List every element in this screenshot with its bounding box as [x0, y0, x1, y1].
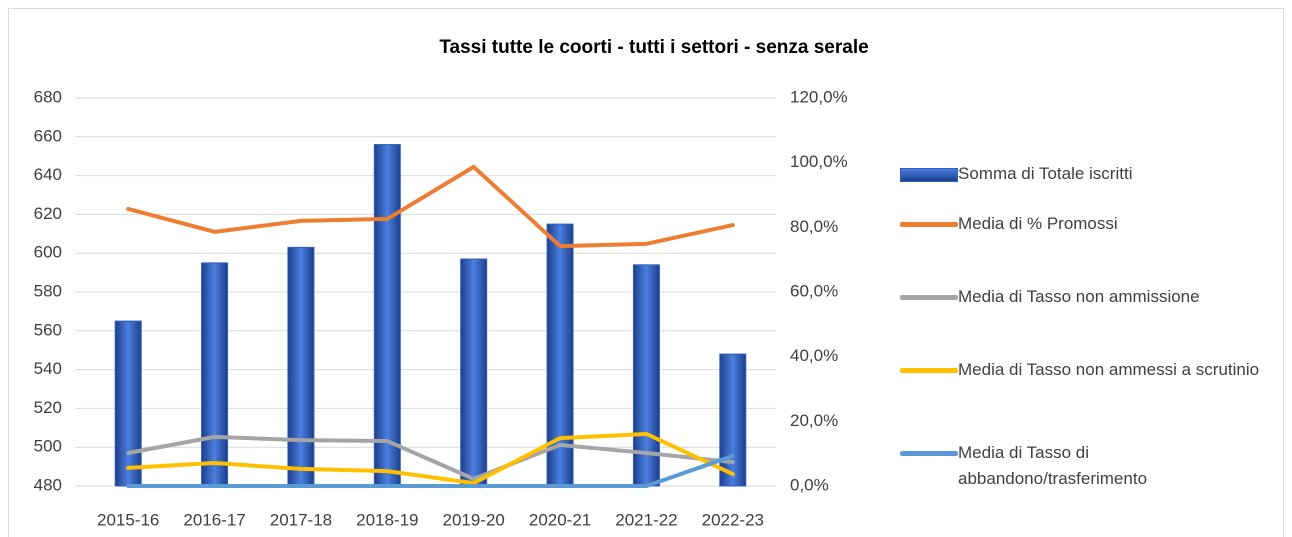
legend-label: Media di Tasso non ammessi a scrutinio [958, 360, 1260, 379]
y2-tick-label: 80,0% [790, 217, 838, 236]
line [126, 164, 735, 249]
y-tick-label: 620 [34, 204, 62, 223]
bar [460, 258, 488, 487]
y-tick-label: 540 [34, 359, 62, 378]
y-tick-label: 660 [34, 126, 62, 145]
bar [201, 262, 229, 487]
x-tick-label: 2019-20 [442, 510, 504, 529]
chart-border [8, 8, 1284, 537]
y-tick-label: 520 [34, 398, 62, 417]
line [126, 431, 735, 486]
line [126, 434, 735, 481]
legend-swatch [900, 295, 958, 300]
bar [287, 246, 315, 487]
legend-swatch [900, 168, 958, 182]
x-tick-label: 2017-18 [270, 510, 332, 529]
y-tick-label: 560 [34, 320, 62, 339]
y2-tick-label: 0,0% [790, 475, 829, 494]
line [126, 453, 735, 488]
y2-tick-label: 60,0% [790, 281, 838, 300]
chart-title: Tassi tutte le coorti - tutti i settori … [439, 37, 868, 58]
y2-tick-label: 120,0% [790, 87, 848, 106]
legend-label: Media di Tasso di abbandono/trasferiment… [958, 443, 1148, 488]
legend-label: Somma di Totale iscritti [958, 164, 1133, 183]
bar [114, 320, 142, 487]
y-tick-label: 600 [34, 243, 62, 262]
legend-label: Media di Tasso non ammissione [958, 287, 1200, 306]
x-tick-label: 2015-16 [97, 510, 159, 529]
bar [373, 144, 401, 487]
y-tick-label: 680 [34, 87, 62, 106]
y-tick-label: 480 [34, 475, 62, 494]
bar [719, 353, 747, 487]
legend-swatch [900, 222, 958, 227]
legend-label: Media di % Promossi [958, 214, 1118, 233]
y2-tick-label: 20,0% [790, 411, 838, 430]
x-tick-label: 2022-23 [702, 510, 764, 529]
bar [632, 264, 660, 487]
x-tick-label: 2021-22 [615, 510, 677, 529]
y2-tick-label: 40,0% [790, 346, 838, 365]
y-tick-label: 500 [34, 437, 62, 456]
y-tick-label: 580 [34, 281, 62, 300]
x-tick-label: 2020-21 [529, 510, 591, 529]
x-tick-label: 2018-19 [356, 510, 418, 529]
y2-tick-label: 100,0% [790, 152, 848, 171]
legend-swatch [900, 368, 958, 373]
y-tick-label: 640 [34, 165, 62, 184]
x-tick-label: 2016-17 [183, 510, 245, 529]
legend-swatch [900, 451, 958, 456]
